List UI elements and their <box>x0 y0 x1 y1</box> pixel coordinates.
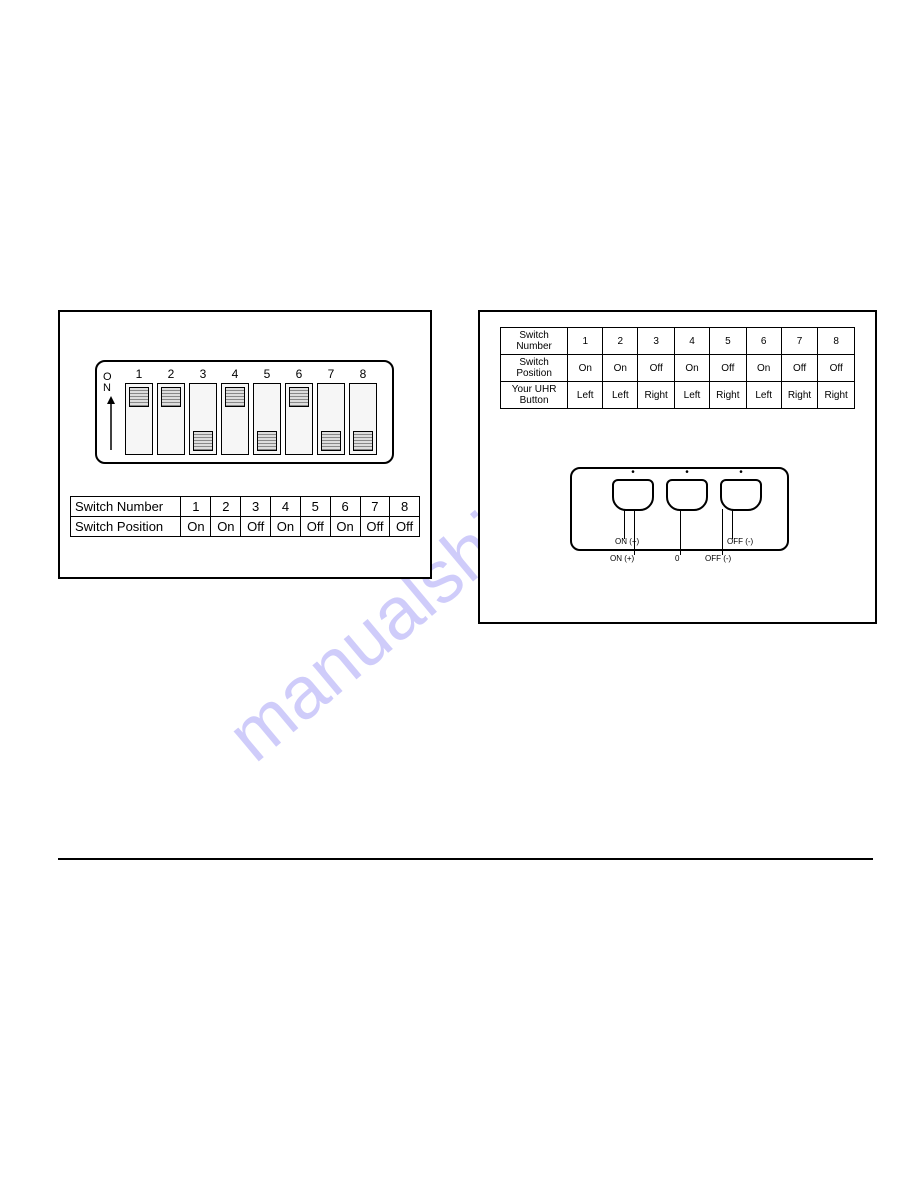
row-label: Switch Number <box>71 497 181 517</box>
dip-switch-number: 4 <box>232 367 239 381</box>
dip-switch-number: 3 <box>200 367 207 381</box>
dip-switch: 7 <box>317 367 345 455</box>
remote-button-center <box>666 479 708 511</box>
lead-line <box>722 509 723 555</box>
dip-switch: 6 <box>285 367 313 455</box>
dip-switch: 4 <box>221 367 249 455</box>
arrow-up-icon <box>106 396 116 450</box>
lead-line <box>680 509 681 555</box>
dip-switch-slider <box>225 387 245 407</box>
dip-switch-slot <box>285 383 313 455</box>
remote-button-right <box>720 479 762 511</box>
on-label: O N <box>103 372 112 394</box>
dip-switch-slot <box>317 383 345 455</box>
lead-label: OFF (-) <box>727 537 753 546</box>
dip-switch-number: 7 <box>328 367 335 381</box>
dip-switch-slider <box>321 431 341 451</box>
dip-switch-slider <box>289 387 309 407</box>
row-label: Switch Position <box>71 517 181 537</box>
left-switch-table: Switch Number 1 2 3 4 5 6 7 8 Switch Pos… <box>70 496 420 537</box>
lead-label: 0 <box>675 554 679 563</box>
dip-switch-slot <box>125 383 153 455</box>
right-switch-table: SwitchNumber 1 2 3 4 5 6 7 8 SwitchPosit… <box>500 327 855 409</box>
lead-label: OFF (-) <box>705 554 731 563</box>
dip-switch-slot <box>253 383 281 455</box>
row-label: Your UHRButton <box>501 382 568 409</box>
lead-line <box>732 509 733 539</box>
horizontal-rule <box>58 858 873 860</box>
remote-box <box>570 467 789 551</box>
lead-line <box>634 509 635 555</box>
lead-label: ON (+) <box>610 554 634 563</box>
dip-switch-slot <box>349 383 377 455</box>
dip-switch-number: 5 <box>264 367 271 381</box>
row-label: SwitchNumber <box>501 328 568 355</box>
dip-switch-number: 2 <box>168 367 175 381</box>
dip-switch-row: 1 2 3 4 5 6 7 8 <box>125 367 377 455</box>
dip-switch-number: 8 <box>360 367 367 381</box>
dip-switch-slider <box>193 431 213 451</box>
dip-switch: 3 <box>189 367 217 455</box>
remote-button-left <box>612 479 654 511</box>
dip-switch-slider <box>257 431 277 451</box>
dip-switch: 1 <box>125 367 153 455</box>
dip-switch-slot <box>221 383 249 455</box>
dip-switch-slider <box>161 387 181 407</box>
dip-switch-slot <box>157 383 185 455</box>
dip-switch-box: O N 1 2 3 4 5 6 7 8 <box>95 360 394 464</box>
dip-switch-slider <box>353 431 373 451</box>
dip-switch: 5 <box>253 367 281 455</box>
dip-switch: 2 <box>157 367 185 455</box>
lead-label: ON (+) <box>615 537 639 546</box>
right-panel: SwitchNumber 1 2 3 4 5 6 7 8 SwitchPosit… <box>478 310 877 624</box>
lead-line <box>624 509 625 539</box>
dip-switch-number: 1 <box>136 367 143 381</box>
dip-switch: 8 <box>349 367 377 455</box>
row-label: SwitchPosition <box>501 355 568 382</box>
left-panel: O N 1 2 3 4 5 6 7 8 Switch Number 1 2 3 4 5 6 7… <box>58 310 432 579</box>
dip-switch-slider <box>129 387 149 407</box>
dip-switch-number: 6 <box>296 367 303 381</box>
dip-switch-slot <box>189 383 217 455</box>
